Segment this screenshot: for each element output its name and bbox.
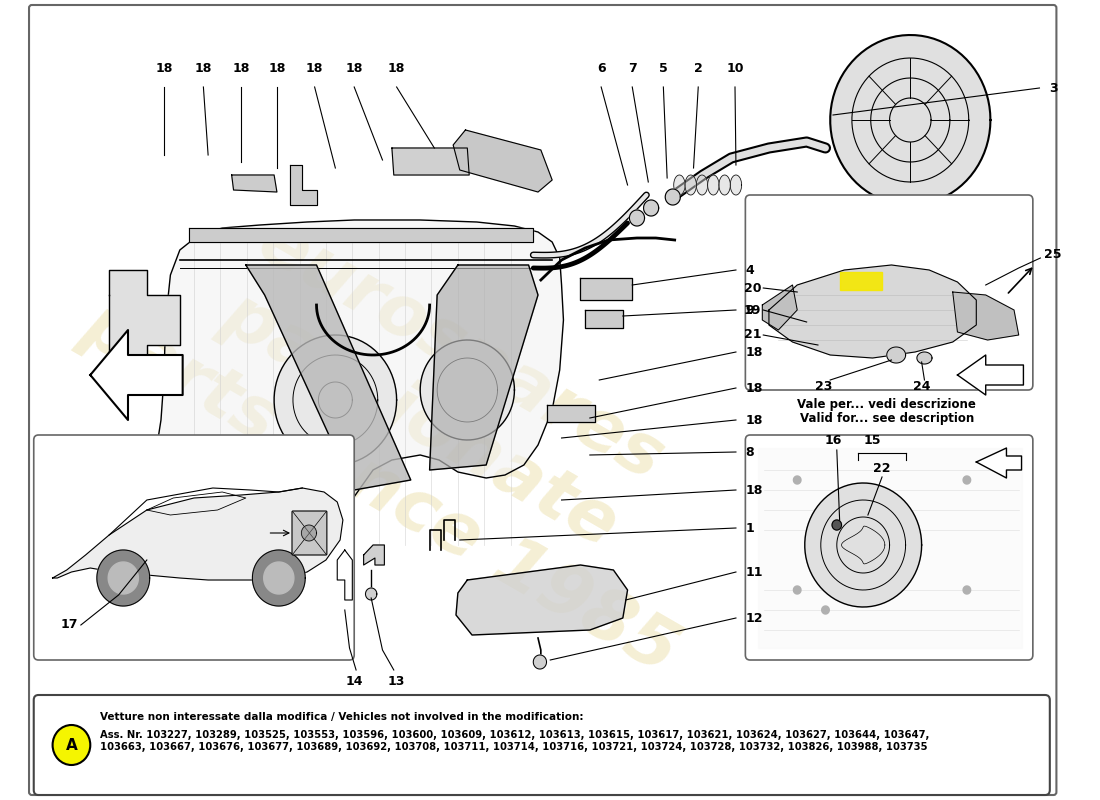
Text: 18: 18	[195, 62, 212, 75]
Text: 1: 1	[746, 522, 755, 534]
FancyBboxPatch shape	[34, 435, 354, 660]
Polygon shape	[964, 476, 970, 484]
Text: 9: 9	[746, 303, 754, 317]
Polygon shape	[290, 165, 317, 205]
Text: 10: 10	[726, 62, 744, 75]
Text: eurospares
passionate
parts since 1985: eurospares passionate parts since 1985	[70, 152, 770, 688]
Polygon shape	[274, 335, 397, 465]
Text: 3: 3	[1049, 82, 1057, 94]
Text: 25: 25	[1044, 249, 1061, 262]
Polygon shape	[109, 270, 179, 390]
Text: 16: 16	[824, 434, 842, 447]
Text: 11: 11	[746, 566, 763, 578]
Text: Vale per... vedi descrizione: Vale per... vedi descrizione	[798, 398, 976, 411]
Polygon shape	[146, 220, 563, 565]
Polygon shape	[364, 545, 384, 565]
Polygon shape	[839, 272, 882, 290]
Text: 21: 21	[744, 329, 761, 342]
Polygon shape	[629, 210, 645, 226]
Text: 18: 18	[746, 346, 762, 358]
Polygon shape	[301, 525, 317, 541]
Text: 14: 14	[345, 675, 363, 688]
Polygon shape	[456, 565, 627, 635]
Text: Ass. Nr. 103227, 103289, 103525, 103553, 103596, 103600, 103609, 103612, 103613,: Ass. Nr. 103227, 103289, 103525, 103553,…	[100, 730, 930, 752]
Text: 18: 18	[388, 62, 405, 75]
FancyBboxPatch shape	[292, 511, 327, 555]
Polygon shape	[957, 355, 1023, 395]
Polygon shape	[97, 550, 150, 606]
Text: 24: 24	[913, 380, 931, 393]
Polygon shape	[534, 655, 547, 669]
Text: 19: 19	[744, 303, 761, 317]
Polygon shape	[762, 285, 798, 330]
Polygon shape	[769, 265, 977, 358]
Text: 12: 12	[746, 611, 763, 625]
Text: 6: 6	[597, 62, 605, 75]
Polygon shape	[365, 588, 377, 600]
Text: 15: 15	[864, 434, 881, 447]
Text: 18: 18	[746, 414, 762, 426]
Text: 2: 2	[694, 62, 703, 75]
Polygon shape	[730, 175, 741, 195]
Polygon shape	[822, 606, 829, 614]
Polygon shape	[666, 189, 680, 205]
Text: 8: 8	[746, 446, 754, 458]
Polygon shape	[685, 175, 696, 195]
Polygon shape	[232, 175, 277, 192]
Polygon shape	[338, 550, 352, 600]
FancyBboxPatch shape	[34, 695, 1049, 795]
Polygon shape	[420, 340, 515, 440]
Polygon shape	[453, 130, 552, 192]
Text: 18: 18	[306, 62, 323, 75]
Polygon shape	[758, 448, 1022, 648]
Polygon shape	[548, 405, 595, 422]
Polygon shape	[585, 310, 623, 328]
Text: 5: 5	[659, 62, 668, 75]
Text: 18: 18	[268, 62, 286, 75]
Text: 23: 23	[815, 380, 833, 393]
Polygon shape	[696, 175, 707, 195]
Polygon shape	[252, 550, 305, 606]
Text: Vetture non interessate dalla modifica / Vehicles not involved in the modificati: Vetture non interessate dalla modifica /…	[100, 712, 583, 722]
Polygon shape	[832, 520, 842, 530]
Polygon shape	[953, 292, 1019, 340]
Polygon shape	[964, 586, 970, 594]
Text: 17: 17	[60, 618, 78, 631]
Text: 18: 18	[345, 62, 363, 75]
Polygon shape	[245, 265, 410, 490]
Polygon shape	[430, 265, 538, 470]
Polygon shape	[793, 476, 801, 484]
Polygon shape	[53, 488, 343, 580]
Polygon shape	[581, 278, 632, 300]
FancyBboxPatch shape	[746, 435, 1033, 660]
Text: 20: 20	[744, 282, 761, 294]
Polygon shape	[917, 352, 932, 364]
Polygon shape	[644, 200, 659, 216]
Text: 18: 18	[232, 62, 250, 75]
Text: Valid for... see description: Valid for... see description	[800, 412, 974, 425]
Polygon shape	[887, 347, 905, 363]
Polygon shape	[108, 562, 139, 594]
Text: 18: 18	[155, 62, 173, 75]
Polygon shape	[977, 448, 1022, 478]
Polygon shape	[264, 562, 294, 594]
Polygon shape	[392, 148, 470, 175]
Polygon shape	[189, 228, 534, 242]
Polygon shape	[719, 175, 730, 195]
Polygon shape	[805, 483, 922, 607]
Text: 13: 13	[388, 675, 405, 688]
Polygon shape	[90, 330, 183, 420]
Text: 7: 7	[628, 62, 637, 75]
Polygon shape	[793, 586, 801, 594]
Polygon shape	[830, 35, 990, 205]
Text: 18: 18	[746, 483, 762, 497]
Polygon shape	[673, 175, 685, 195]
Circle shape	[53, 725, 90, 765]
Text: A: A	[66, 738, 77, 753]
Polygon shape	[707, 175, 719, 195]
Text: 18: 18	[746, 382, 762, 394]
Text: 22: 22	[873, 462, 891, 475]
FancyBboxPatch shape	[746, 195, 1033, 390]
Text: 4: 4	[746, 263, 755, 277]
